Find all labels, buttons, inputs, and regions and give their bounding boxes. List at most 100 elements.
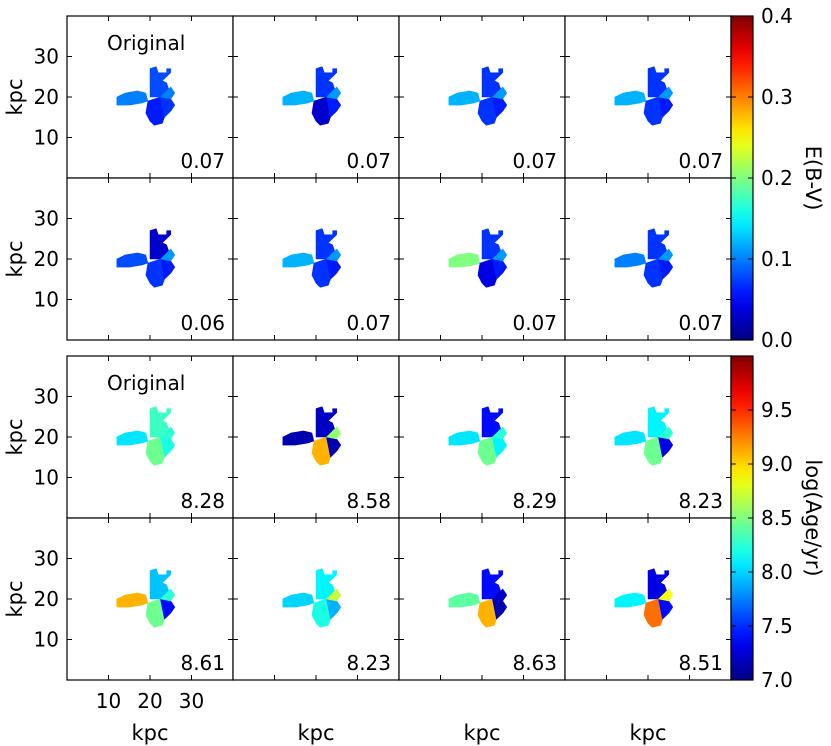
- age-panel-1: 8.58: [232, 355, 400, 519]
- y-tick-label: 20: [34, 425, 59, 449]
- galaxy-region-4: [491, 248, 508, 262]
- galaxy-region-0: [614, 90, 647, 106]
- y-tick-label: 30: [34, 207, 59, 231]
- galaxy-region-0: [116, 430, 149, 446]
- ebv-panel-0: 0.07 Original: [66, 15, 234, 179]
- age-colorbar-label: log(Age/yr): [801, 459, 825, 576]
- galaxy-region-4: [159, 588, 176, 602]
- colorbar-tick-label: 9.0: [761, 452, 793, 476]
- colorbar-tick-label: 9.5: [761, 398, 793, 422]
- galaxy-region-4: [491, 86, 508, 100]
- axis-labels: 10 20 30 kpc 10 20 30 kpc 10 20 30 kpc 10 20 30 kpc 10 20…: [3, 45, 667, 746]
- ebv-colorbar-label: E(B-V): [801, 146, 825, 211]
- y-tick-label: 10: [34, 466, 59, 490]
- galaxy-region-0: [448, 430, 481, 446]
- galaxy-region-4: [657, 588, 674, 602]
- galaxy-region-1: [149, 568, 172, 600]
- galaxy-region-0: [614, 252, 647, 268]
- original-label: Original: [107, 371, 185, 395]
- colorbar-tick-label: 7.5: [761, 614, 793, 638]
- galaxy-region-4: [325, 588, 342, 602]
- ebv-panel-3: 0.07: [564, 15, 732, 179]
- age-panel-6: 8.63: [398, 517, 566, 681]
- x-tick-label: 10: [96, 689, 121, 713]
- galaxy-region-4: [325, 426, 342, 440]
- panel-value-label: 0.07: [678, 149, 723, 173]
- age-panel-7: 8.51: [564, 517, 732, 681]
- ebv-panel-6: 0.07: [398, 177, 566, 341]
- galaxy-region-4: [159, 86, 176, 100]
- colorbar-tick-label: 8.5: [761, 506, 793, 530]
- galaxy-region-0: [116, 252, 149, 268]
- y-tick-label: 10: [34, 628, 59, 652]
- galaxy-region-1: [481, 568, 504, 600]
- y-axis-label: kpc: [3, 240, 27, 277]
- galaxy-region-4: [657, 426, 674, 440]
- panel-value-label: 0.07: [512, 311, 557, 335]
- galaxy-region-1: [481, 228, 504, 260]
- galaxy-region-0: [614, 430, 647, 446]
- age-panel-3: 8.23: [564, 355, 732, 519]
- colorbar-tick-label: 0.1: [761, 247, 793, 271]
- x-axis-label: kpc: [297, 721, 334, 745]
- panel-value-label: 8.63: [512, 651, 557, 675]
- colorbars: 0.0 0.1 0.2 0.3 0.4 E(B-V) 7.0 7.5 8.0 8.5 9.0 9.5 l…: [730, 4, 825, 692]
- galaxy-region-4: [325, 248, 342, 262]
- y-axis-label: kpc: [3, 418, 27, 455]
- galaxy-region-0: [614, 592, 647, 608]
- y-tick-label: 30: [34, 45, 59, 69]
- panel-value-label: 8.51: [678, 651, 723, 675]
- galaxy-region-1: [647, 568, 670, 600]
- colorbar-tick-label: 0.0: [761, 328, 793, 352]
- x-axis-label: kpc: [629, 721, 666, 745]
- galaxy-region-1: [315, 66, 338, 98]
- y-tick-label: 10: [34, 288, 59, 312]
- ebv-panel-5: 0.07: [232, 177, 400, 341]
- galaxy-region-0: [116, 90, 149, 106]
- galaxy-region-1: [481, 406, 504, 438]
- ebv-panel-2: 0.07: [398, 15, 566, 179]
- x-tick-label: 30: [179, 689, 204, 713]
- y-axis-label: kpc: [3, 580, 27, 617]
- galaxy-region-1: [315, 406, 338, 438]
- galaxy-region-0: [282, 592, 315, 608]
- x-tick-label: 20: [137, 689, 162, 713]
- panel-value-label: 0.07: [512, 149, 557, 173]
- age-panel-5: 8.23: [232, 517, 400, 681]
- ebv-panel-7: 0.07: [564, 177, 732, 341]
- x-axis-label: kpc: [131, 721, 168, 745]
- age-panel-2: 8.29: [398, 355, 566, 519]
- galaxy-region-1: [315, 228, 338, 260]
- galaxy-region-4: [657, 248, 674, 262]
- colorbar-tick-label: 0.4: [761, 4, 793, 28]
- panel-value-label: 8.23: [678, 489, 723, 513]
- colorbar-tick-label: 0.3: [761, 85, 793, 109]
- age-panel-0: 8.28 Original: [66, 355, 234, 519]
- panel-value-label: 8.61: [180, 651, 225, 675]
- panel-value-label: 0.07: [180, 149, 225, 173]
- panel-value-label: 8.58: [346, 489, 391, 513]
- galaxy-region-4: [491, 588, 508, 602]
- galaxy-region-4: [159, 426, 176, 440]
- ebv-panel-4: 0.06: [66, 177, 234, 341]
- galaxy-region-1: [647, 406, 670, 438]
- panel-value-label: 8.28: [180, 489, 225, 513]
- x-axis-label: kpc: [463, 721, 500, 745]
- y-tick-label: 30: [34, 547, 59, 571]
- galaxy-region-0: [282, 90, 315, 106]
- galaxy-region-1: [647, 228, 670, 260]
- colorbar-tick-label: 0.2: [761, 166, 793, 190]
- galaxy-region-0: [448, 252, 481, 268]
- y-tick-label: 20: [34, 587, 59, 611]
- galaxy-region-1: [481, 66, 504, 98]
- galaxy-region-1: [149, 406, 172, 438]
- ebv-panel-1: 0.07: [232, 15, 400, 179]
- panel-value-label: 0.07: [346, 149, 391, 173]
- galaxy-region-4: [159, 248, 176, 262]
- galaxy-region-1: [149, 228, 172, 260]
- panel-value-label: 0.07: [346, 311, 391, 335]
- galaxy-region-1: [149, 66, 172, 98]
- panel-value-label: 8.29: [512, 489, 557, 513]
